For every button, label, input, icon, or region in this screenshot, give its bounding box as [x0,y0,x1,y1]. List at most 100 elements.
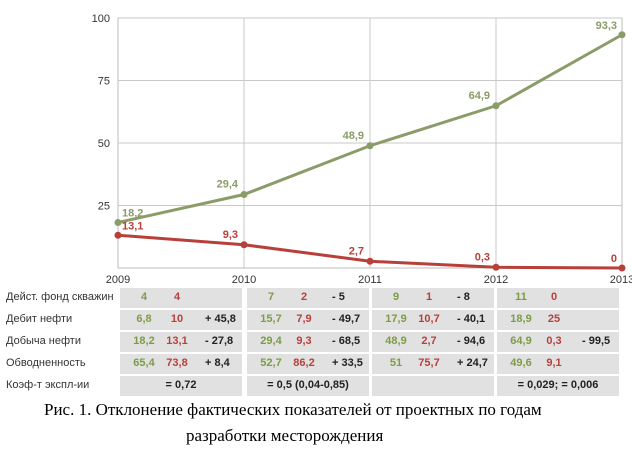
table-cell: 11 0 [497,288,619,308]
design-value: 86,2 [293,357,315,369]
table-row: Обводненность 65,4 73,8 + 8,4 52,7 86,2 + 33,5… [0,353,632,375]
series-1-point [114,219,122,226]
y-tick-label: 100 [92,13,110,25]
table-row: Дебит нефти 6,8 10 + 45,8 15,7 7,9- 49,7 17,9 1… [0,309,632,331]
series-2-data-label: 2,7 [349,245,364,257]
deviation-value: + 33,5 [332,357,363,369]
series-1-point [492,102,500,110]
table-cell: 9 1 - 8 [372,288,494,308]
series-1-data-label: 29,4 [217,179,239,191]
deviation-value: - 40,1 [457,313,486,325]
design-value: 4 [173,291,181,303]
table-cell: 65,4 73,8 + 8,4 [120,354,242,374]
series-2-data-label: 0 [611,253,617,265]
table-cell: 48,9 2,7 - 94,6 [372,332,494,352]
table-cell: 7 2 - 5 [247,288,369,308]
table-cell: 18,2 13,1 - 27,8 [120,332,242,352]
deviation-value: - 27,8 [205,335,234,347]
table-cell: 15,7 7,9 - 49,7 [247,310,369,330]
design-value: 13,1 [166,335,188,347]
series-2-point [240,241,248,249]
actual-value: 18,2 [133,335,155,347]
design-value: 10 [170,313,184,325]
actual-value: 11 [515,291,527,303]
x-tick-label: 2012 [484,274,508,286]
y-tick-label: 75 [98,76,110,88]
deviation-value: - 49,7 [332,313,361,325]
design-value: 0 [550,291,558,303]
series-2-data-label: 13,1 [122,220,143,232]
design-value: 25 [547,313,561,325]
actual-value: 7 [267,291,275,303]
design-value: 7,9 [296,313,312,325]
design-value: 0,3 [546,335,562,347]
design-value: 9,1 [546,357,562,369]
actual-value: 52,7 [260,357,282,369]
deviation-value: + 24,7 [457,357,488,369]
line-chart: 25 50 75 100 2009 2010 2011 2012 2013 18,2 29,4 48,… [92,13,632,286]
design-value: 1 [425,291,433,303]
y-tick-label: 25 [98,201,110,213]
series-2-point [114,231,122,239]
deviation-value: + 45,8 [205,313,236,325]
actual-value: 17,9 [385,313,407,325]
deviation-value: - 8 [457,291,470,303]
table-cell: 29,4 9,3 - 68,5 [247,332,369,352]
actual-value: 18,9 [510,313,532,325]
actual-value: 64,9 [510,335,532,347]
table-row: Коэф-т экспл-ии = 0,72 = 0,5 (0,04-0,85) = … [0,375,632,397]
actual-value: 9 [392,291,400,303]
caption-line-1: Рис. 1. Отклонение фактических показател… [44,400,542,419]
series-2-point [618,264,626,272]
table-cell: 18,9 25 [497,310,619,330]
table-cell: 52,7 86,2 + 33,5 [247,354,369,374]
x-tick-label: 2013 [610,274,632,286]
coefficient-value: = 0,5 (0,04-0,85) [267,379,349,391]
actual-value: 51 [389,357,403,369]
design-value: 73,8 [166,357,188,369]
series-1-data-label: 64,9 [469,90,490,102]
table-cell: 49,6 9,1 [497,354,619,374]
series-1-data-label: 18,2 [122,208,143,220]
series-2-data-label: 9,3 [223,229,238,241]
actual-value: 6,8 [136,313,152,325]
row-label: Добыча нефти [6,335,81,347]
table-cell: 64,9 0,3 - 99,5 [497,332,619,352]
row-label: Дебит нефти [6,313,73,325]
row-label: Коэф-т экспл-ии [6,379,90,391]
table-cell: = 0,029; = 0,006 [497,376,619,396]
series-1-data-label: 48,9 [343,130,364,142]
actual-value: 49,6 [510,357,532,369]
series-2-point [492,263,500,271]
row-label: Дейст. фонд скважин [6,291,114,303]
design-value: 9,3 [296,335,312,347]
design-value: 75,7 [418,357,440,369]
deviation-value: - 94,6 [457,335,486,347]
table-cell: = 0,5 (0,04-0,85) [247,376,369,396]
table-cell: 17,9 10,7 - 40,1 [372,310,494,330]
design-value: 2 [300,291,308,303]
actual-value: 4 [140,291,148,303]
x-tick-label: 2011 [358,274,382,286]
x-tick-label: 2010 [232,274,256,286]
series-2-data-label: 0,3 [475,251,490,263]
row-label: Обводненность [6,357,86,369]
deviation-value: - 99,5 [582,335,611,347]
actual-value: 65,4 [133,357,155,369]
table-row: Добыча нефти 18,2 13,1 - 27,8 29,4 9,3 - 68,5 4… [0,331,632,353]
table-cell: = 0,72 [120,376,242,396]
y-tick-label: 50 [98,138,110,150]
series-1-point [366,142,374,150]
coefficient-value: = 0,029; = 0,006 [517,379,599,391]
actual-value: 29,4 [260,335,282,347]
series-2-point [366,257,374,265]
actual-value: 15,7 [260,313,282,325]
x-tick-label: 2009 [106,274,130,286]
table-cell: 51 75,7 + 24,7 [372,354,494,374]
deviation-value: - 5 [332,291,345,303]
design-value: 2,7 [421,335,437,347]
caption-line-2: разработки месторождения [186,426,384,445]
series-1-data-label: 93,3 [596,20,617,32]
